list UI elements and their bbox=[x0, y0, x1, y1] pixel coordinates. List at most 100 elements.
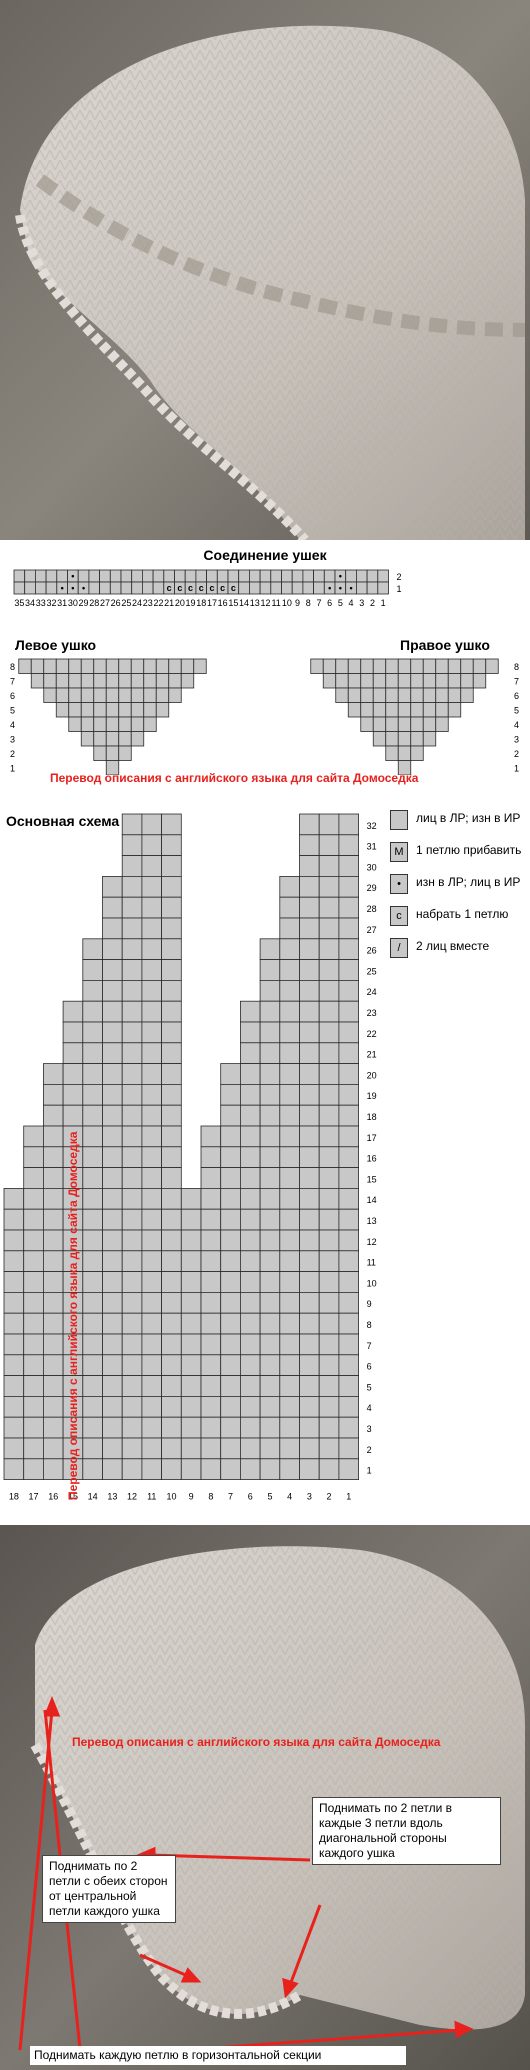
main-cell bbox=[82, 1333, 103, 1356]
join-col-number: 11 bbox=[271, 598, 280, 608]
main-cell bbox=[200, 1229, 222, 1252]
join-col-number: 5 bbox=[338, 598, 343, 608]
join-symbol: c bbox=[231, 583, 236, 593]
main-row-number: 32 bbox=[367, 821, 377, 831]
left-ear-row-number: 2 bbox=[10, 749, 15, 759]
main-cell bbox=[318, 1021, 340, 1044]
main-cell bbox=[299, 834, 320, 856]
ear-cell bbox=[143, 716, 157, 732]
main-cell bbox=[220, 1312, 241, 1335]
join-cell bbox=[216, 569, 229, 583]
join-cell bbox=[109, 569, 122, 583]
main-cell bbox=[121, 938, 143, 961]
main-cell bbox=[121, 1396, 143, 1418]
main-cell bbox=[279, 1333, 300, 1356]
main-cell bbox=[200, 1250, 222, 1272]
join-cell bbox=[302, 569, 314, 583]
join-cell bbox=[291, 569, 304, 583]
main-cell bbox=[141, 1396, 162, 1418]
ear-cell bbox=[130, 658, 145, 674]
main-cell bbox=[338, 959, 359, 981]
main-cell bbox=[43, 1063, 64, 1085]
main-cell bbox=[102, 1271, 123, 1293]
main-cell bbox=[259, 938, 281, 961]
ear-cell bbox=[335, 673, 349, 689]
main-row-number: 13 bbox=[367, 1216, 377, 1226]
join-cell bbox=[291, 581, 304, 595]
main-cell bbox=[200, 1312, 222, 1335]
main-cell bbox=[279, 1187, 300, 1210]
main-cell bbox=[239, 1375, 261, 1397]
main-row-number: 14 bbox=[367, 1195, 377, 1205]
main-cell bbox=[161, 1208, 182, 1231]
main-cell bbox=[102, 1187, 123, 1210]
join-cell bbox=[56, 569, 68, 583]
main-cell bbox=[318, 1063, 340, 1085]
ear-cell bbox=[372, 673, 387, 689]
main-cell bbox=[180, 1354, 202, 1376]
ear-cell bbox=[372, 731, 387, 747]
main-cell bbox=[161, 917, 182, 940]
main-cell bbox=[239, 1187, 261, 1210]
ear-cell bbox=[347, 687, 362, 703]
main-cell bbox=[82, 1229, 103, 1252]
join-symbol: • bbox=[71, 571, 74, 581]
join-cell bbox=[281, 569, 293, 583]
join-symbol: c bbox=[177, 583, 182, 593]
main-cell bbox=[279, 1167, 300, 1189]
watermark-bottom: Перевод описания с английского языка для… bbox=[72, 1735, 441, 1749]
main-cell bbox=[318, 917, 340, 940]
join-cell bbox=[35, 569, 47, 583]
main-cell bbox=[279, 1250, 300, 1272]
main-cell bbox=[141, 1021, 162, 1044]
ear-cell bbox=[385, 745, 399, 761]
main-col-number: 10 bbox=[166, 1492, 176, 1502]
join-cell bbox=[195, 569, 207, 583]
main-cell bbox=[180, 1375, 202, 1397]
main-cell bbox=[23, 1375, 44, 1397]
main-cell bbox=[141, 813, 162, 836]
main-cell bbox=[43, 1291, 64, 1314]
join-cell bbox=[13, 569, 26, 583]
main-cell bbox=[102, 1146, 123, 1168]
ear-cell bbox=[143, 687, 157, 703]
main-cell bbox=[62, 1063, 84, 1085]
main-cell bbox=[3, 1458, 25, 1480]
legend-text: 1 петлю прибавить bbox=[416, 843, 522, 857]
main-cell bbox=[279, 1229, 300, 1252]
ear-cell bbox=[143, 702, 157, 718]
main-cell bbox=[82, 979, 103, 1002]
join-row-number: 1 bbox=[397, 584, 402, 594]
main-cell bbox=[200, 1416, 222, 1439]
main-cell bbox=[102, 1291, 123, 1314]
main-cell bbox=[299, 1375, 320, 1397]
join-symbol: • bbox=[82, 583, 85, 593]
main-cell bbox=[43, 1208, 64, 1231]
ear-cell bbox=[385, 716, 399, 732]
main-col-number: 8 bbox=[208, 1492, 213, 1502]
join-cell bbox=[120, 569, 133, 583]
ear-cell bbox=[397, 702, 412, 718]
ear-cell bbox=[385, 687, 399, 703]
join-cell bbox=[163, 569, 175, 583]
main-cell bbox=[43, 1354, 64, 1376]
ear-cell bbox=[435, 716, 449, 732]
main-cell bbox=[141, 1167, 162, 1189]
main-cell bbox=[318, 1458, 340, 1480]
main-cell bbox=[259, 1146, 281, 1168]
ear-cell bbox=[422, 702, 437, 718]
main-cell bbox=[299, 1021, 320, 1044]
join-cell bbox=[152, 581, 165, 595]
main-cell bbox=[338, 1291, 359, 1314]
main-cell bbox=[318, 1271, 340, 1293]
main-cell bbox=[318, 1354, 340, 1376]
main-cell bbox=[161, 1229, 182, 1252]
ear-cell bbox=[80, 673, 95, 689]
main-cell bbox=[102, 1458, 123, 1480]
main-cell bbox=[259, 1187, 281, 1210]
main-cell bbox=[318, 959, 340, 981]
join-col-number: 19 bbox=[186, 598, 196, 608]
main-cell bbox=[43, 1312, 64, 1335]
join-col-number: 30 bbox=[68, 598, 78, 608]
main-cell bbox=[161, 1167, 182, 1189]
